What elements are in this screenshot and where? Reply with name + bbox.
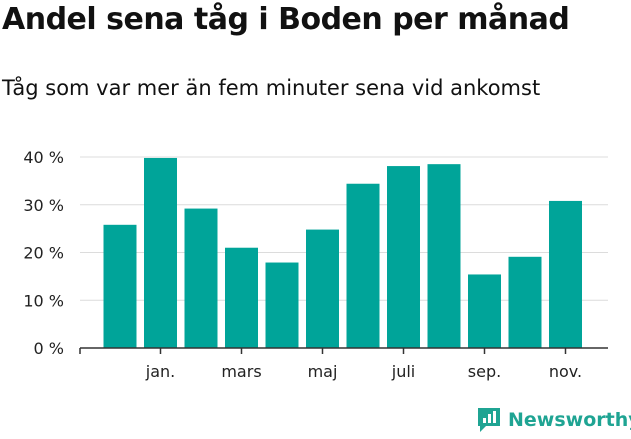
y-tick-label: 0 % <box>34 339 64 358</box>
newsworthy-logo: Newsworthy <box>476 406 631 434</box>
bar-feb <box>184 208 218 348</box>
bar-sep <box>468 274 501 348</box>
bars <box>103 157 582 348</box>
x-tick-label: sep. <box>468 362 501 381</box>
y-tick-label: 40 % <box>23 148 64 167</box>
newsworthy-logo-icon <box>478 408 500 432</box>
bar-apr <box>265 262 299 348</box>
bar-mars <box>225 247 258 348</box>
x-tick-label: jan. <box>145 362 175 381</box>
chart-subtitle: Tåg som var mer än fem minuter sena vid … <box>2 76 541 100</box>
y-tick-label: 20 % <box>23 244 64 263</box>
x-tick-label: nov. <box>549 362 582 381</box>
bar-maj <box>306 229 339 348</box>
bar-jan <box>144 157 177 348</box>
bar-dec <box>103 224 137 348</box>
y-tick-label: 10 % <box>23 291 64 310</box>
y-tick-label: 30 % <box>23 196 64 215</box>
bar-juli <box>387 166 420 348</box>
chart-title: Andel sena tåg i Boden per månad <box>2 2 570 37</box>
x-tick-label: maj <box>308 362 338 381</box>
newsworthy-logo-text: Newsworthy <box>508 409 631 431</box>
bar-juni <box>346 183 380 348</box>
bar-aug <box>427 164 461 348</box>
x-tick-label: mars <box>221 362 261 381</box>
bar-nov <box>549 200 582 348</box>
axes: 0 % 10 % 20 % 30 % 40 % jan. mars maj juli sep. no… <box>23 148 608 381</box>
x-tick-label: juli <box>391 362 415 381</box>
bar-okt <box>508 256 542 348</box>
